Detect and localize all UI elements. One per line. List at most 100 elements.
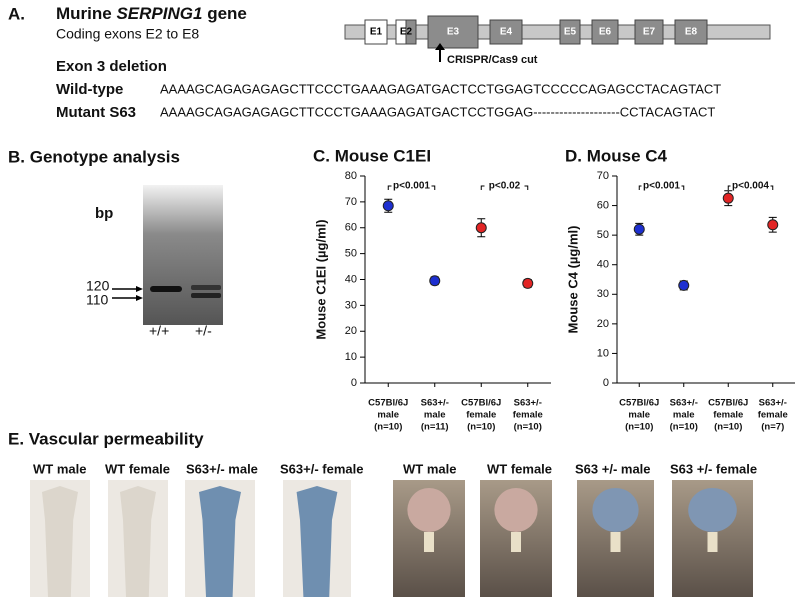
deletion-title: Exon 3 deletion: [56, 58, 167, 75]
x-tick-label: S63+/-: [421, 398, 449, 409]
photo-label: S63 +/- male: [575, 461, 651, 476]
paw: [120, 486, 156, 597]
teeth: [707, 532, 718, 552]
teeth: [610, 532, 621, 552]
exon-label: E5: [564, 27, 577, 38]
exon-utr: [395, 19, 407, 45]
x-tick-label: female: [713, 410, 743, 421]
photo-label: S63 +/- female: [670, 461, 757, 476]
paw: [296, 486, 338, 597]
exon-label: E7: [643, 27, 656, 38]
annotation: p<0.02: [489, 181, 521, 192]
x-tick-label: C57Bl/6J: [461, 398, 501, 409]
photo-label: WT female: [105, 461, 170, 476]
x-tick-label: C57Bl/6J: [619, 398, 659, 409]
data-point: [429, 275, 441, 287]
x-tick-label: female: [466, 410, 496, 421]
exon: [489, 19, 523, 45]
x-tick-label: S63+/-: [759, 398, 787, 409]
photo-label: S63+/- female: [280, 461, 363, 476]
panel-label: A.: [8, 4, 25, 23]
x-tick-label: male: [628, 410, 650, 421]
y-tick-label: 70: [597, 170, 609, 182]
x-tick-label: (n=10): [514, 422, 542, 433]
y-tick-label: 30: [597, 288, 609, 300]
gel-unit: bp: [95, 205, 113, 222]
x-tick-label: (n=10): [625, 422, 653, 433]
x-tick-label: (n=10): [374, 422, 402, 433]
x-tick-label: C57Bl/6J: [368, 398, 408, 409]
y-tick-label: 60: [345, 222, 357, 234]
annotation-bg: [484, 179, 525, 193]
snout: [494, 488, 538, 532]
snout: [688, 488, 737, 532]
data-point: [382, 200, 394, 212]
snout: [407, 488, 451, 532]
panel-title: B. Genotype analysis: [8, 147, 180, 166]
gene-title-suffix: gene: [207, 4, 247, 23]
wild-type-sequence: AAAAGCAGAGAGAGCTTCCCTGAAAGAGATGACTCCTGGA…: [160, 81, 721, 96]
x-tick-label: (n=11): [421, 422, 449, 433]
marker-label: 120: [86, 278, 110, 294]
data-point: [475, 222, 487, 234]
y-tick-label: 20: [597, 318, 609, 330]
y-tick-label: 70: [345, 196, 357, 208]
marker-arrowhead: [136, 286, 143, 292]
teeth: [424, 532, 434, 552]
cut-label: CRISPR/Cas9 cut: [447, 54, 538, 66]
exon: [591, 19, 619, 45]
y-tick-label: 60: [597, 199, 609, 211]
paw: [42, 486, 78, 597]
exon-label: E1: [370, 27, 383, 38]
data-point: [633, 223, 645, 235]
teeth: [511, 532, 521, 552]
y-axis-label: Mouse C4 (µg/ml): [565, 226, 580, 334]
lane-label: +/+: [149, 323, 169, 339]
exon: [364, 19, 388, 45]
exon-label: E6: [599, 27, 612, 38]
annotation: p<0.001: [393, 181, 430, 192]
exon: [559, 19, 581, 45]
y-axis-label: Mouse C1EI (µg/ml): [313, 219, 328, 339]
exon-label: E2: [400, 27, 413, 38]
y-tick-label: 40: [345, 273, 357, 285]
x-tick-label: (n=10): [467, 422, 495, 433]
exon-map: E1 E2 E3 E4 E5 E6 E7 E8: [364, 15, 708, 49]
exon: [427, 15, 479, 49]
y-tick-label: 30: [345, 299, 357, 311]
annotation-bg: [641, 179, 682, 193]
y-tick-label: 50: [345, 248, 357, 260]
x-tick-label: (n=10): [670, 422, 698, 433]
wild-type-label: Wild-type: [56, 81, 123, 98]
photo-label: WT female: [487, 461, 552, 476]
exon-label: E8: [685, 27, 698, 38]
cut-arrowhead: [435, 43, 445, 50]
chart-title: C. Mouse C1EI: [313, 146, 431, 165]
annotation: p<0.001: [643, 181, 680, 192]
x-tick-label: C57Bl/6J: [708, 398, 748, 409]
x-tick-label: female: [513, 410, 543, 421]
gene-name: SERPING1: [116, 4, 202, 23]
annotation-bg: [730, 179, 771, 193]
data-point: [722, 192, 734, 204]
y-tick-label: 40: [597, 259, 609, 271]
x-tick-label: male: [377, 410, 399, 421]
lane-label: +/-: [195, 323, 212, 339]
panel-title: E. Vascular permeability: [8, 429, 204, 448]
y-tick-label: 0: [351, 377, 357, 389]
paw: [199, 486, 241, 597]
exon: [634, 19, 664, 45]
mutant-sequence: AAAAGCAGAGAGAGCTTCCCTGAAAGAGATGACTCCTGGA…: [160, 104, 715, 119]
x-tick-label: female: [758, 410, 788, 421]
gene-subtitle: Coding exons E2 to E8: [56, 26, 199, 42]
gel-image: [143, 185, 223, 325]
data-point: [767, 219, 779, 231]
x-tick-label: (n=7): [761, 422, 784, 433]
x-tick-label: S63+/-: [514, 398, 542, 409]
gel-band: [191, 285, 221, 290]
y-tick-label: 0: [603, 377, 609, 389]
snout: [592, 488, 639, 532]
photo-row: WT male WT female S63+/- male S63+/- female…: [30, 461, 757, 597]
x-tick-label: male: [424, 410, 446, 421]
